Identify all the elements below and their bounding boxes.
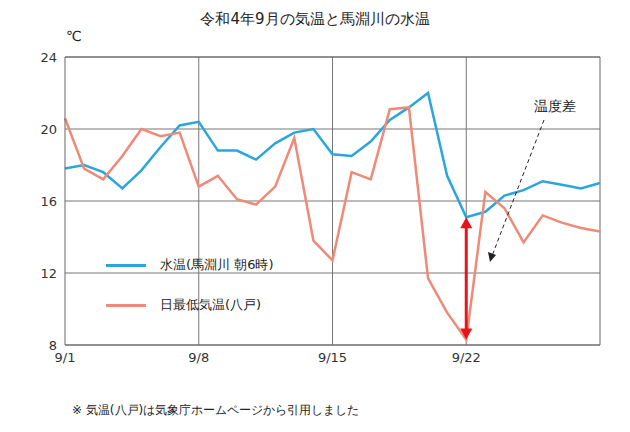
html-text:※ 気温(八戸)は気象庁ホームページから引用しました: ※ 気温(八戸)は気象庁ホームページから引用しました — [72, 403, 360, 417]
svg-text:16: 16 — [40, 194, 57, 209]
svg-text:24: 24 — [40, 50, 57, 65]
svg-text:9/8: 9/8 — [188, 350, 209, 365]
html-text:令和4年9月の気温と馬淵川の水温: 令和4年9月の気温と馬淵川の水温 — [200, 10, 430, 28]
html-text:水温(馬淵川 朝6時): 水温(馬淵川 朝6時) — [160, 257, 274, 272]
svg-text:12: 12 — [40, 266, 57, 281]
svg-text:20: 20 — [40, 122, 57, 137]
html-text:温度差: 温度差 — [534, 98, 576, 114]
svg-text:8: 8 — [49, 338, 57, 353]
svg-text:9/15: 9/15 — [318, 350, 347, 365]
svg-text:9/22: 9/22 — [452, 350, 481, 365]
html-text:日最低気温(八戸): 日最低気温(八戸) — [160, 297, 262, 312]
svg-text:9/1: 9/1 — [55, 350, 76, 365]
